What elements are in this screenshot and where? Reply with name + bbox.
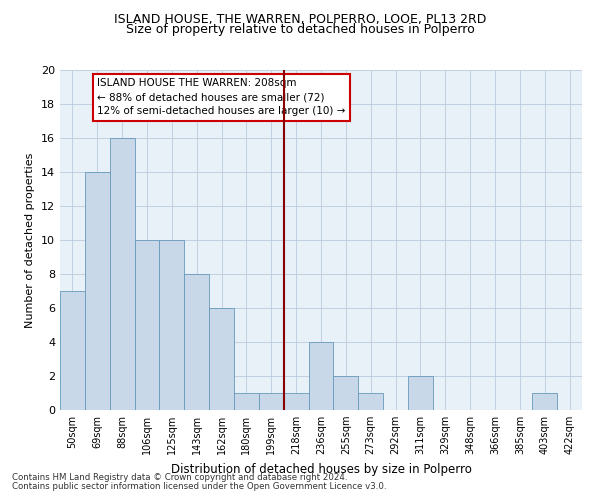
- Text: Contains public sector information licensed under the Open Government Licence v3: Contains public sector information licen…: [12, 482, 386, 491]
- Y-axis label: Number of detached properties: Number of detached properties: [25, 152, 35, 328]
- Bar: [308, 342, 334, 410]
- Text: Contains HM Land Registry data © Crown copyright and database right 2024.: Contains HM Land Registry data © Crown c…: [12, 474, 347, 482]
- Bar: [209, 308, 234, 410]
- Bar: [60, 291, 85, 410]
- Bar: [408, 376, 433, 410]
- Text: ISLAND HOUSE THE WARREN: 208sqm
← 88% of detached houses are smaller (72)
12% of: ISLAND HOUSE THE WARREN: 208sqm ← 88% of…: [97, 78, 346, 116]
- Bar: [234, 393, 259, 410]
- Bar: [160, 240, 184, 410]
- Bar: [358, 393, 383, 410]
- Bar: [532, 393, 557, 410]
- Bar: [184, 274, 209, 410]
- Bar: [110, 138, 134, 410]
- Bar: [85, 172, 110, 410]
- Text: Size of property relative to detached houses in Polperro: Size of property relative to detached ho…: [125, 22, 475, 36]
- Bar: [259, 393, 284, 410]
- Bar: [334, 376, 358, 410]
- Bar: [284, 393, 308, 410]
- X-axis label: Distribution of detached houses by size in Polperro: Distribution of detached houses by size …: [170, 462, 472, 475]
- Bar: [134, 240, 160, 410]
- Text: ISLAND HOUSE, THE WARREN, POLPERRO, LOOE, PL13 2RD: ISLAND HOUSE, THE WARREN, POLPERRO, LOOE…: [114, 12, 486, 26]
